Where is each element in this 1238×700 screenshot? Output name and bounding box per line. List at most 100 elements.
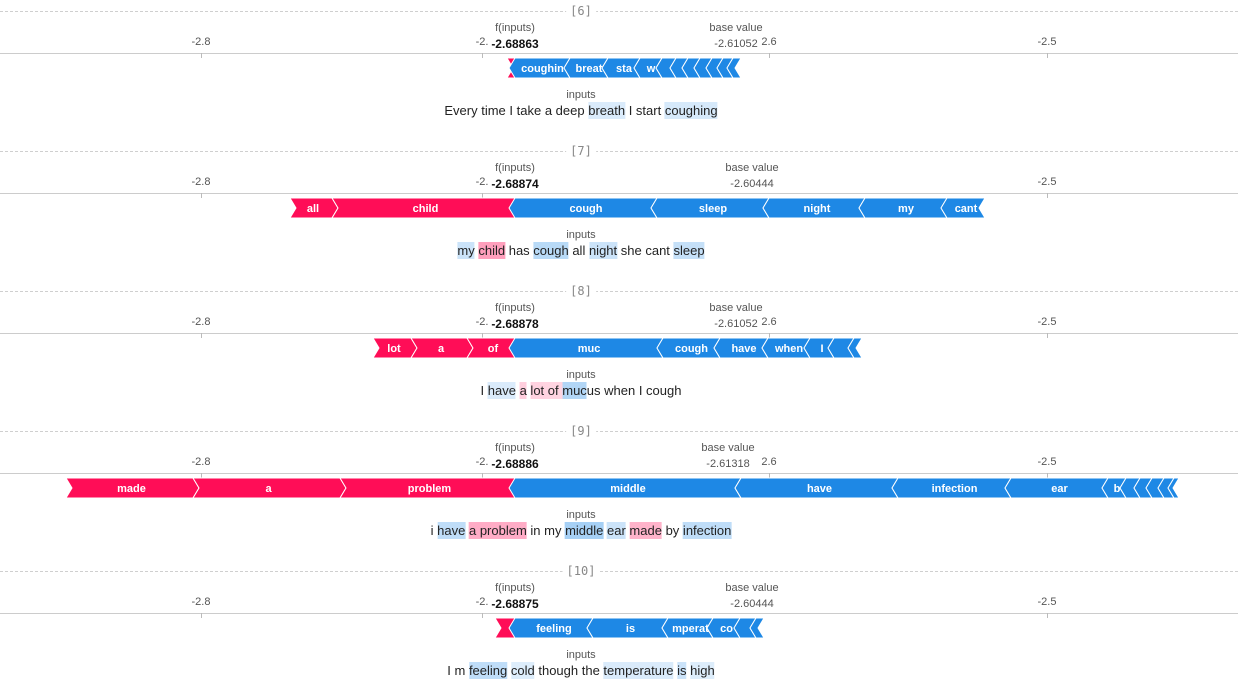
negative-feature-label: sta xyxy=(616,63,633,75)
negative-feature-segment[interactable] xyxy=(1167,477,1180,499)
input-token[interactable]: of xyxy=(544,382,563,399)
fx-label: f(inputs) xyxy=(495,162,535,174)
input-token[interactable]: cough xyxy=(533,242,569,259)
negative-feature-label: my xyxy=(898,203,915,215)
positive-feature-label: of xyxy=(488,343,499,355)
base-value-label: base value xyxy=(709,22,763,34)
inputs-label: inputs xyxy=(566,89,596,101)
force-plot-bars: coughin breat sta w xyxy=(506,57,742,79)
negative-feature-segment[interactable] xyxy=(726,57,742,79)
input-token[interactable]: time xyxy=(481,103,510,118)
fx-value: -2.68878 xyxy=(489,317,541,331)
fx-label: f(inputs) xyxy=(495,302,535,314)
base-value: -2.61318 xyxy=(704,458,752,470)
input-token[interactable]: is xyxy=(677,662,687,679)
axis-tick-label: -2.8 xyxy=(191,596,211,608)
negative-feature-label: middle xyxy=(610,483,645,495)
negative-feature-label: sleep xyxy=(699,203,727,215)
axis-tick xyxy=(1047,53,1048,58)
force-plot-bars: lot a of muc cough have when I xyxy=(372,337,863,359)
axis-line xyxy=(0,333,1238,334)
input-token[interactable]: a problem xyxy=(468,522,527,539)
axis-tick-label: -2.5 xyxy=(1037,316,1057,328)
positive-feature-label: child xyxy=(413,203,439,215)
input-token[interactable]: I xyxy=(625,103,636,118)
input-token[interactable]: breath xyxy=(588,102,626,119)
base-value-label: base value xyxy=(725,162,779,174)
input-token[interactable]: temperature xyxy=(603,662,674,679)
input-token[interactable]: by xyxy=(661,523,683,538)
input-token[interactable]: muc xyxy=(562,382,587,399)
input-token[interactable]: take xyxy=(516,103,545,118)
force-plot-bars: all child cough sleep night my cant xyxy=(289,197,986,219)
axis-line xyxy=(0,613,1238,614)
negative-feature-segment[interactable] xyxy=(940,197,986,219)
input-token[interactable]: though the xyxy=(534,663,604,678)
input-token[interactable]: us when I cough xyxy=(586,383,682,398)
input-token[interactable]: high xyxy=(690,662,715,679)
input-sentence: I m feeling cold though the temperature … xyxy=(447,662,715,679)
input-token[interactable]: have xyxy=(437,522,466,539)
input-token[interactable]: child xyxy=(478,242,506,259)
negative-feature-label: night xyxy=(804,203,831,215)
input-token[interactable]: she cant xyxy=(617,243,674,258)
fx-value: -2.68874 xyxy=(489,177,541,191)
input-token[interactable]: ear xyxy=(607,522,626,539)
axis-line xyxy=(0,53,1238,54)
axis-tick xyxy=(482,333,483,338)
axis-tick-label: -2. xyxy=(475,176,489,188)
explanation-section: [8] -2.8 -2. 2.6 -2.5 f(inputs) -2.68878 base v… xyxy=(0,280,1238,420)
input-token[interactable]: start xyxy=(635,103,665,118)
negative-feature-label: feeling xyxy=(536,623,571,635)
axis-tick xyxy=(1047,193,1048,198)
axis-tick xyxy=(482,473,483,478)
input-token[interactable]: i xyxy=(430,523,438,538)
negative-feature-label: muc xyxy=(578,343,601,355)
input-token[interactable]: sleep xyxy=(673,242,705,259)
negative-feature-label: b xyxy=(1114,483,1121,495)
input-token[interactable]: middle xyxy=(565,522,604,539)
input-token[interactable]: night xyxy=(588,242,618,259)
negative-feature-segment[interactable] xyxy=(749,617,765,639)
input-token[interactable]: I xyxy=(509,103,517,118)
force-plot-bars: feeling is mperat co xyxy=(494,617,765,639)
input-token[interactable]: coughing xyxy=(664,102,718,119)
input-token[interactable]: I xyxy=(480,383,488,398)
fx-value: -2.68886 xyxy=(489,457,541,471)
input-token[interactable]: cold xyxy=(510,662,535,679)
negative-feature-segment[interactable] xyxy=(847,337,863,359)
explanation-section: [7] -2.8 -2. -2.5 f(inputs) -2.68874 base valu… xyxy=(0,140,1238,280)
axis-tick-label: -2.8 xyxy=(191,36,211,48)
input-token[interactable]: my xyxy=(457,242,475,259)
axis-tick-label: -2.5 xyxy=(1037,36,1057,48)
section-index: [9] xyxy=(566,424,596,438)
axis-tick-label: -2. xyxy=(475,456,489,468)
section-index: [6] xyxy=(566,4,596,18)
input-token[interactable]: Every xyxy=(444,103,482,118)
input-token[interactable]: I m xyxy=(447,663,469,678)
input-token[interactable]: infection xyxy=(682,522,732,539)
input-sentence: Every time I take a deep breath I start … xyxy=(444,102,718,119)
input-token[interactable]: a xyxy=(519,382,527,399)
input-token[interactable]: has xyxy=(505,243,534,258)
input-token[interactable]: lot xyxy=(530,382,545,399)
input-token[interactable]: deep xyxy=(555,103,589,118)
axis-tick xyxy=(201,53,202,58)
negative-feature-label: ear xyxy=(1051,483,1068,495)
input-token[interactable]: made xyxy=(629,522,662,539)
positive-feature-label: made xyxy=(117,483,146,495)
axis-tick xyxy=(1047,333,1048,338)
input-token[interactable]: feeling xyxy=(468,662,508,679)
axis-tick-label: -2.5 xyxy=(1037,456,1057,468)
input-token[interactable]: in my xyxy=(526,523,566,538)
input-token[interactable]: have xyxy=(487,382,516,399)
axis-line xyxy=(0,193,1238,194)
input-sentence: my child has cough all night she cant sl… xyxy=(457,242,705,259)
input-token[interactable]: a xyxy=(544,103,556,118)
negative-feature-label: I xyxy=(820,343,823,355)
negative-feature-label: is xyxy=(626,623,635,635)
positive-feature-label: all xyxy=(307,203,319,215)
explanation-section: [6] -2.8 -2. 2.6 -2.5 f(inputs) -2.68863 base v… xyxy=(0,0,1238,140)
input-token[interactable]: all xyxy=(568,243,589,258)
negative-feature-label: cant xyxy=(955,203,978,215)
